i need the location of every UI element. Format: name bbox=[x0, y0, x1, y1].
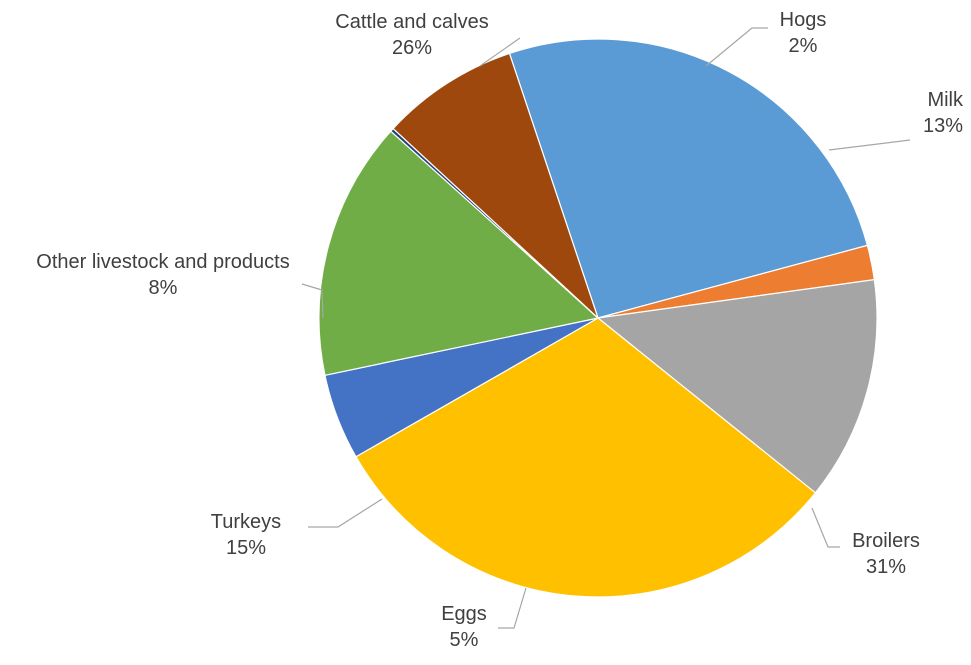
slice-label-percent: 13% bbox=[923, 115, 963, 137]
pie-slice-turkeys bbox=[318, 130, 600, 377]
slice-label-name: Other livestock and products bbox=[36, 251, 289, 273]
slice-label-name: Broilers bbox=[852, 530, 920, 552]
slice-label-percent: 26% bbox=[392, 37, 432, 59]
slice-label: Broilers 31% bbox=[852, 530, 920, 578]
leader-line bbox=[828, 139, 911, 151]
pie-slice-cattle-and-calves bbox=[508, 38, 869, 319]
slice-label: Milk 13% bbox=[923, 89, 964, 137]
pie-slice-other-livestock-and-products bbox=[392, 52, 599, 319]
pie-slice-milk bbox=[596, 278, 878, 494]
leader-line bbox=[811, 507, 840, 548]
pie-slice-broilers bbox=[355, 317, 817, 598]
slice-label: Cattle and calves 26% bbox=[335, 11, 488, 59]
slice-labels: Cattle and calves 26% Hogs 2% Milk 13% Broiler… bbox=[36, 9, 964, 651]
slice-label-name: Milk bbox=[927, 89, 964, 111]
slice-label: Hogs 2% bbox=[780, 9, 827, 57]
leader-lines bbox=[301, 27, 911, 629]
slice-label-name: Turkeys bbox=[211, 511, 281, 533]
pie-slices bbox=[318, 38, 878, 598]
slice-label-percent: 31% bbox=[866, 556, 906, 578]
slice-label: Turkeys 15% bbox=[211, 511, 281, 559]
leader-line bbox=[479, 37, 521, 67]
leader-line bbox=[301, 283, 324, 319]
slice-label-name: Eggs bbox=[441, 603, 487, 625]
slice-label-name: Cattle and calves bbox=[335, 11, 488, 33]
slice-label: Eggs 5% bbox=[441, 603, 487, 651]
leader-line bbox=[498, 587, 527, 629]
slice-label-percent: 5% bbox=[450, 629, 479, 651]
leader-line bbox=[308, 498, 383, 528]
slice-label: Other livestock and products 8% bbox=[36, 251, 289, 299]
slice-label-percent: 8% bbox=[149, 277, 178, 299]
leader-line bbox=[705, 27, 768, 67]
slice-label-name: Hogs bbox=[780, 9, 827, 31]
slice-label-percent: 2% bbox=[789, 35, 818, 57]
slice-label-percent: 15% bbox=[226, 537, 266, 559]
